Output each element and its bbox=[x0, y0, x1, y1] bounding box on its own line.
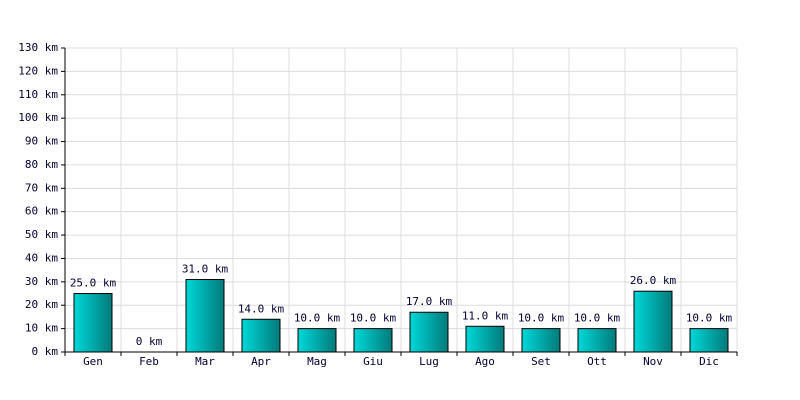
y-tick-label: 120 km bbox=[18, 64, 58, 77]
y-tick-label: 110 km bbox=[18, 88, 58, 101]
bar bbox=[633, 290, 673, 353]
y-tick-label: 60 km bbox=[25, 205, 58, 218]
y-tick-label: 100 km bbox=[18, 111, 58, 124]
value-label: 17.0 km bbox=[406, 295, 453, 308]
value-label: 26.0 km bbox=[630, 274, 677, 287]
bar bbox=[465, 325, 505, 353]
y-tick-label: 70 km bbox=[25, 181, 58, 194]
x-tick-label: Set bbox=[531, 355, 551, 368]
bar bbox=[409, 311, 449, 353]
x-tick-label: Ago bbox=[475, 355, 495, 368]
value-label: 14.0 km bbox=[238, 302, 285, 315]
x-tick-label: Lug bbox=[419, 355, 439, 368]
value-label: 11.0 km bbox=[462, 309, 509, 322]
value-label: 10.0 km bbox=[350, 312, 397, 325]
bar bbox=[241, 318, 281, 353]
y-tick-label: 80 km bbox=[25, 158, 58, 171]
x-tick-label: Apr bbox=[251, 355, 271, 368]
y-tick-label: 10 km bbox=[25, 322, 58, 335]
value-label: 25.0 km bbox=[70, 277, 117, 290]
y-tick-label: 50 km bbox=[25, 228, 58, 241]
bar bbox=[689, 328, 729, 353]
bar bbox=[577, 328, 617, 353]
x-tick-label: Dic bbox=[699, 355, 719, 368]
value-label: 10.0 km bbox=[686, 312, 733, 325]
x-tick-label: Nov bbox=[643, 355, 663, 368]
bar bbox=[185, 279, 225, 353]
y-tick-label: 40 km bbox=[25, 251, 58, 264]
x-tick-label: Ott bbox=[587, 355, 607, 368]
bar bbox=[297, 328, 337, 353]
value-label: 10.0 km bbox=[294, 312, 341, 325]
value-label: 31.0 km bbox=[182, 263, 229, 276]
y-tick-label: 130 km bbox=[18, 41, 58, 54]
y-tick-label: 0 km bbox=[32, 345, 59, 358]
bar bbox=[353, 328, 393, 353]
y-tick-label: 90 km bbox=[25, 135, 58, 148]
x-tick-label: Mag bbox=[307, 355, 327, 368]
value-label: 10.0 km bbox=[574, 312, 621, 325]
y-tick-label: 30 km bbox=[25, 275, 58, 288]
value-label: 10.0 km bbox=[518, 312, 565, 325]
bar bbox=[521, 328, 561, 353]
x-tick-label: Gen bbox=[83, 355, 103, 368]
x-tick-label: Giu bbox=[363, 355, 383, 368]
x-tick-label: Feb bbox=[139, 355, 159, 368]
value-label: 0 km bbox=[136, 335, 163, 348]
x-tick-label: Mar bbox=[195, 355, 215, 368]
y-tick-label: 20 km bbox=[25, 298, 58, 311]
bar bbox=[73, 293, 113, 353]
